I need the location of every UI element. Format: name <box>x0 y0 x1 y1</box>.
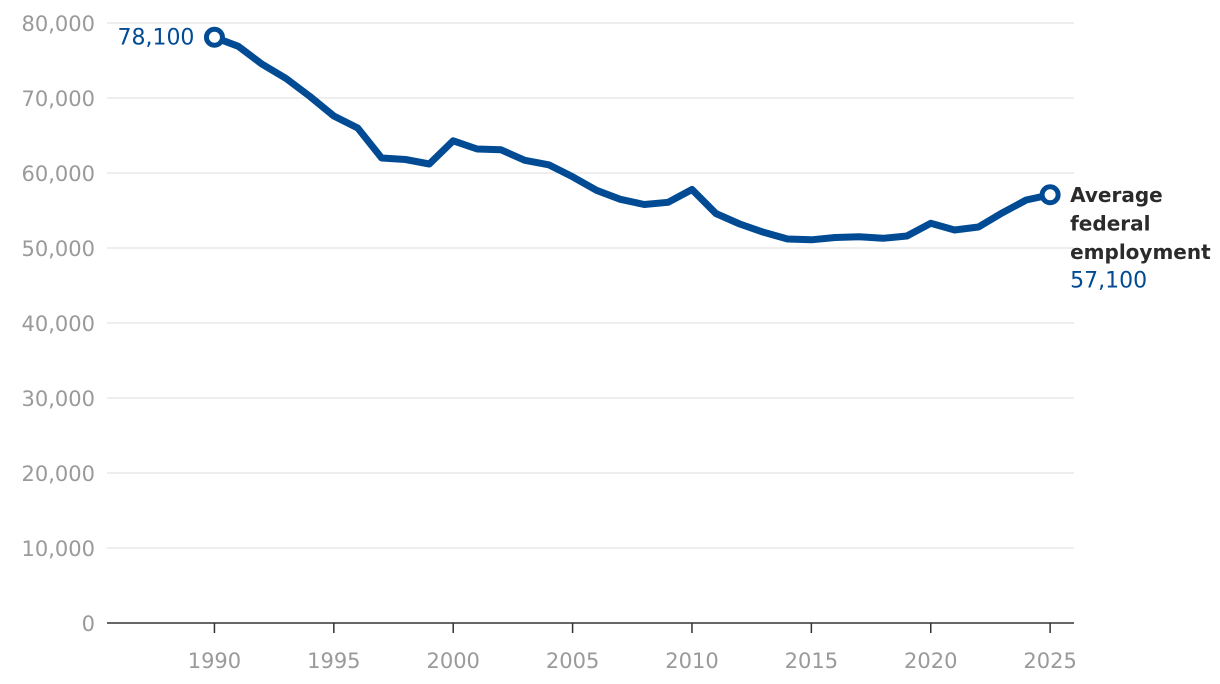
data-point <box>545 161 552 168</box>
x-tick-label: 2025 <box>1023 649 1076 673</box>
data-point <box>569 173 576 180</box>
x-tick-label: 2000 <box>426 649 479 673</box>
x-tick-label: 2015 <box>785 649 838 673</box>
x-tick-label: 2010 <box>665 649 718 673</box>
y-tick-label: 0 <box>82 612 95 636</box>
data-point <box>474 146 481 153</box>
y-tick-label: 40,000 <box>22 312 95 336</box>
y-tick-label: 80,000 <box>22 12 95 36</box>
y-tick-label: 60,000 <box>22 162 95 186</box>
data-point <box>665 199 672 206</box>
data-point <box>593 187 600 194</box>
x-tick-label: 1990 <box>188 649 241 673</box>
data-point <box>283 75 290 82</box>
data-point <box>378 155 385 162</box>
data-point <box>521 157 528 164</box>
data-point <box>689 186 696 193</box>
data-point <box>498 146 505 153</box>
data-point <box>259 61 266 68</box>
data-point <box>784 236 791 243</box>
data-point <box>354 125 361 132</box>
data-point <box>712 210 719 217</box>
x-tick-label: 1995 <box>307 649 360 673</box>
data-point <box>736 221 743 228</box>
data-point <box>450 137 457 144</box>
start-point-marker <box>203 26 225 48</box>
data-point <box>235 43 242 50</box>
data-point <box>999 209 1006 216</box>
y-tick-label: 30,000 <box>22 387 95 411</box>
data-point <box>307 93 314 100</box>
series-name-line-1: Average <box>1070 183 1163 207</box>
series-name-line-2: federal <box>1070 211 1150 235</box>
x-tick-label: 2005 <box>546 649 599 673</box>
data-point <box>808 236 815 243</box>
data-point <box>927 220 934 227</box>
data-point <box>426 161 433 168</box>
data-point <box>330 113 337 120</box>
series-name-line-3: employment <box>1070 240 1211 264</box>
x-axis-ticks: 1990 1995 2000 2005 2010 2015 2020 2025 <box>188 623 1077 673</box>
end-point-marker <box>1039 184 1061 206</box>
data-point <box>832 234 839 241</box>
data-point <box>1023 197 1030 204</box>
data-point <box>617 196 624 203</box>
start-value-label: 78,100 <box>117 25 194 50</box>
end-value-label: 57,100 <box>1070 268 1147 293</box>
data-point <box>641 201 648 208</box>
data-point <box>951 227 958 234</box>
y-tick-label: 20,000 <box>22 462 95 486</box>
data-point <box>903 233 910 240</box>
y-tick-label: 10,000 <box>22 537 95 561</box>
y-tick-label: 70,000 <box>22 87 95 111</box>
y-tick-label: 50,000 <box>22 237 95 261</box>
series-line-average-federal-employment <box>210 33 1054 244</box>
x-tick-label: 2020 <box>904 649 957 673</box>
y-axis-tick-labels: 0 10,000 20,000 30,000 40,000 50,000 60,000 70,… <box>22 12 95 636</box>
data-point <box>975 224 982 231</box>
data-point <box>402 156 409 163</box>
data-point <box>760 229 767 236</box>
data-point <box>856 233 863 240</box>
data-point <box>880 235 887 242</box>
gridlines <box>107 22 1074 549</box>
data-points <box>211 34 1054 244</box>
